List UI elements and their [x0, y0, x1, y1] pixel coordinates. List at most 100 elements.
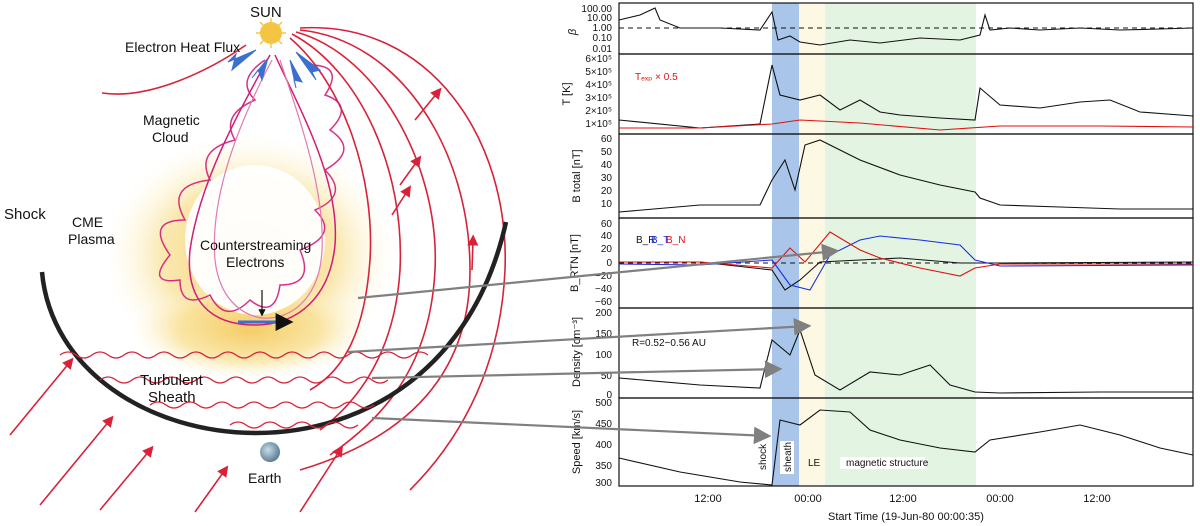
brtn-ticks: 60 40 20 0 −20 −40 −60	[595, 219, 612, 308]
brtn-tick: −40	[595, 284, 612, 295]
heat-flux-arrows	[227, 49, 322, 331]
b-tick: 10	[601, 199, 613, 210]
sheath-label-2: Sheath	[148, 389, 196, 406]
n-tick: 50	[601, 371, 613, 382]
brtn-tick: 40	[601, 231, 613, 242]
sheath-label-1: Turbulent	[140, 372, 204, 389]
cme-plasma-label-1: CME	[72, 214, 103, 230]
sun-icon	[256, 18, 286, 48]
cme-plasma-label-2: Plasma	[68, 231, 115, 247]
density-ylabel: Density [cm⁻³]	[571, 317, 583, 387]
shock-front	[39, 221, 509, 436]
brtn-tick: −20	[595, 271, 612, 282]
brtn-tick: −60	[595, 297, 612, 308]
bt-trace	[618, 235, 1194, 291]
x-tick: 12:00	[694, 493, 722, 505]
counterstreaming-path	[213, 59, 323, 319]
v-tick: 400	[595, 440, 612, 451]
t-ylabel: T [K]	[561, 82, 573, 105]
heat-flux-label: Electron Heat Flux	[125, 39, 240, 55]
texp-trace	[619, 119, 1194, 131]
x-tick: 00:00	[986, 493, 1014, 505]
region-magnetic-structure: magnetic structure	[846, 458, 929, 469]
beta-tick: 0.10	[593, 33, 613, 44]
btotal-ylabel: B total [nT]	[571, 149, 583, 202]
beta-tick: 1.00	[593, 23, 613, 34]
n-tick: 0	[606, 390, 612, 401]
sheath-band	[772, 3, 799, 486]
region-le: LE	[808, 458, 821, 469]
le-band	[799, 3, 825, 486]
v-tick: 300	[595, 478, 612, 489]
v-tick: 350	[595, 461, 612, 472]
temperature-ticks: 6×10⁵ 5×10⁵ 4×10⁵ 3×10⁵ 2×10⁵ 1×10⁵	[585, 54, 612, 130]
sun-label: SUN	[250, 4, 282, 21]
counterstreaming-label-2: Electrons	[226, 254, 284, 270]
beta-ylabel: β	[567, 28, 579, 36]
magstruct-label-box	[840, 457, 925, 469]
legend-bt: B_T	[651, 235, 669, 246]
counterstreaming-label-1: Counterstreaming	[200, 237, 311, 253]
earth-icon	[260, 442, 280, 462]
t-tick: 4×10⁵	[585, 80, 612, 91]
magnetic-field-lines	[101, 26, 506, 491]
earth-label: Earth	[248, 470, 281, 486]
legend-bn: B_N	[666, 235, 685, 246]
x-axis-title: Start Time (19-Jun-80 00:00:35)	[828, 511, 984, 523]
b-tick: 20	[601, 186, 613, 197]
brtn-tick: 60	[601, 219, 613, 230]
texp-legend: Tₑₓₚ × 0.5	[635, 72, 678, 83]
btotal-trace	[618, 139, 1193, 213]
region-shock: shock	[758, 443, 769, 470]
beta-tick: 0.01	[593, 44, 613, 55]
connector-arrows	[347, 243, 840, 445]
x-tick: 12:00	[1083, 493, 1111, 505]
b-tick: 30	[601, 173, 613, 184]
traces	[618, 7, 1194, 486]
t-tick: 5×10⁵	[585, 67, 612, 78]
magnetic-cloud-label-1: Magnetic	[143, 112, 200, 128]
v-tick: 450	[595, 419, 612, 430]
speed-trace	[618, 409, 1194, 486]
x-tick: 00:00	[794, 493, 822, 505]
density-ticks: 200 150 100 50 0	[595, 308, 612, 401]
flux-rope	[158, 54, 345, 326]
sheath-turbulent-lines	[59, 351, 429, 429]
speed-ylabel: Speed [km/s]	[571, 410, 583, 474]
legend-br: B_R	[636, 235, 655, 246]
region-sheath: sheath	[783, 442, 794, 472]
time-series-plot: 100.00 10.00 1.00 0.10 0.01 6×10⁵ 5×10⁵ …	[347, 2, 1194, 523]
beta-trace	[618, 7, 1194, 46]
cme-diagram: SUN Electron Heat Flux Magnetic Cloud Sh…	[4, 4, 509, 513]
x-ticks: 12:00 00:00 12:00 00:00 12:00	[694, 493, 1111, 505]
br-trace	[619, 257, 1194, 291]
brtn-tick: 20	[601, 244, 613, 255]
beta-tick: 10.00	[587, 13, 612, 24]
n-tick: 200	[595, 308, 612, 319]
speed-ticks: 500 450 400 350 300	[595, 398, 612, 489]
t-tick: 1×10⁵	[585, 119, 612, 130]
brtn-tick: 0	[606, 258, 612, 269]
v-tick: 500	[595, 398, 612, 409]
t-tick: 2×10⁵	[585, 106, 612, 117]
b-tick: 40	[601, 160, 613, 171]
beta-ticks: 100.00 10.00 1.00 0.10 0.01	[581, 4, 612, 55]
solar-wind-arrows	[9, 87, 479, 513]
t-tick: 6×10⁵	[585, 54, 612, 65]
sheath-label-box	[780, 441, 794, 474]
b-tick: 50	[601, 147, 613, 158]
radius-annotation: R=0.52−0.56 AU	[632, 338, 706, 349]
t-tick: 3×10⁵	[585, 93, 612, 104]
x-tick: 12:00	[889, 493, 917, 505]
beta-tick: 100.00	[581, 4, 612, 15]
b-tick: 60	[601, 134, 613, 145]
btotal-ticks: 60 50 40 30 20 10	[601, 134, 613, 210]
cme-hollow	[185, 165, 325, 315]
n-tick: 150	[595, 329, 612, 340]
n-tick: 100	[595, 350, 612, 361]
bn-trace	[619, 231, 1193, 277]
temp-trace	[618, 64, 1194, 129]
brtn-ylabel: B_RTN [nT]	[569, 234, 581, 292]
